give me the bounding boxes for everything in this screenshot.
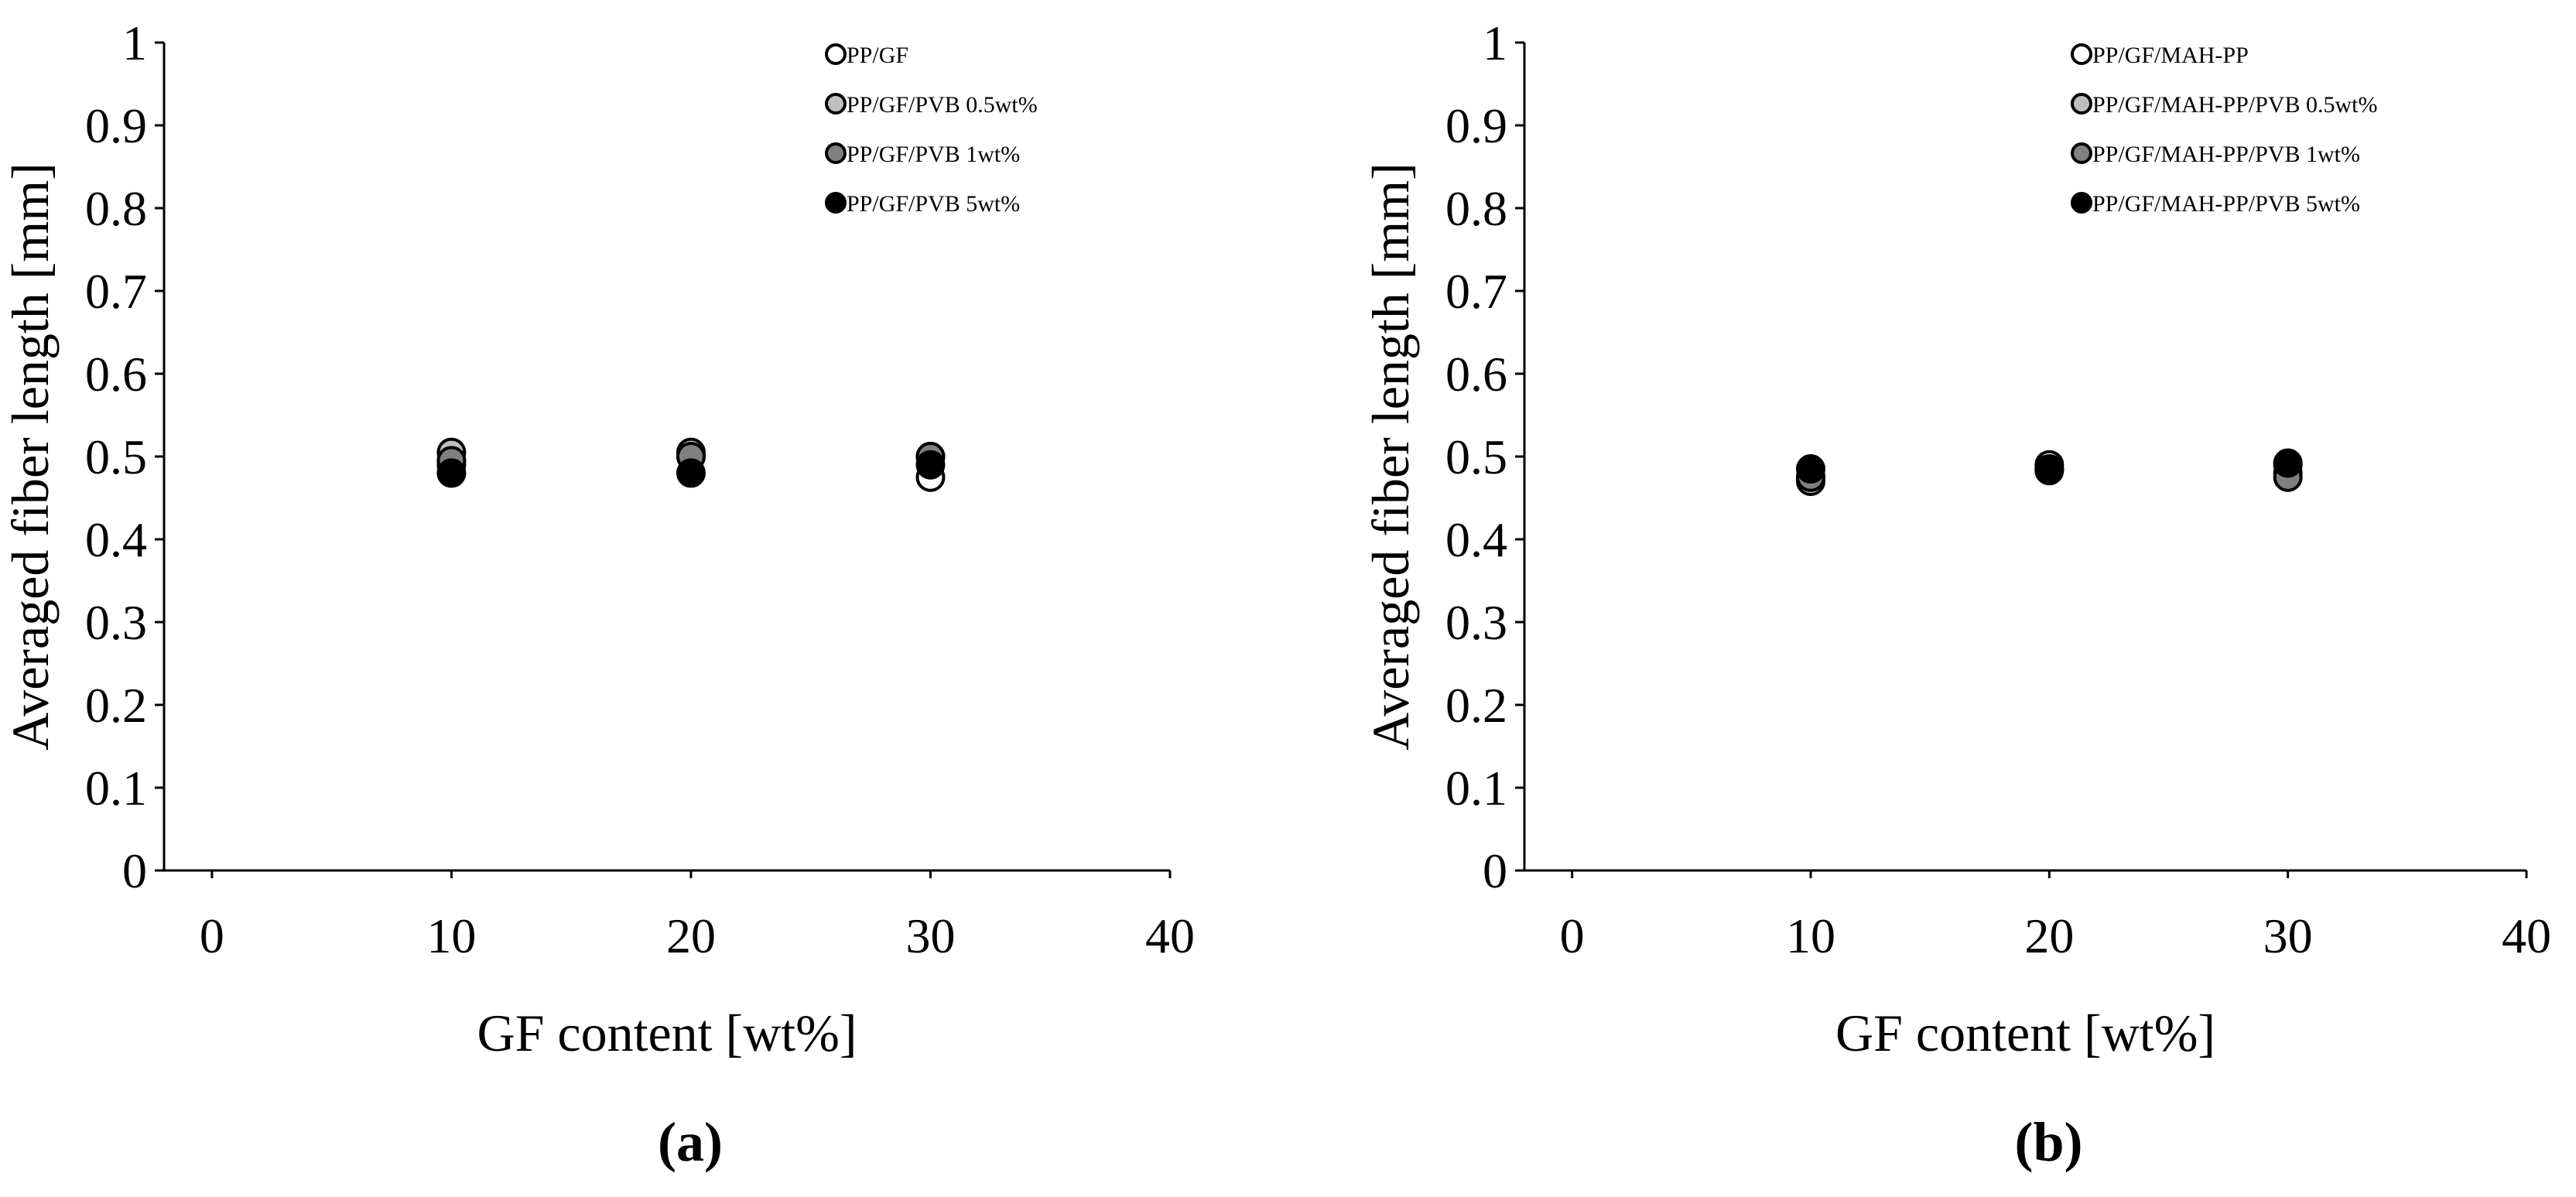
x-tick-label: 30 (905, 908, 955, 963)
panel-label: (a) (658, 1111, 723, 1173)
legend-marker (825, 192, 847, 214)
legend-marker (2071, 43, 2092, 65)
legend-label: PP/GF/MAH-PP/PVB 0.5wt% (2092, 92, 2377, 118)
x-tick-label: 0 (1560, 908, 1585, 963)
legend-marker (2071, 192, 2092, 214)
y-tick-label: 0.1 (85, 761, 147, 816)
legend-marker (825, 93, 847, 115)
legend-label: PP/GF/MAH-PP/PVB 1wt% (2092, 142, 2360, 167)
y-tick-label: 1 (122, 15, 147, 70)
legend-label: PP/GF/MAH-PP/PVB 5wt% (2092, 191, 2360, 217)
legend-label: PP/GF/PVB 0.5wt% (847, 92, 1038, 118)
data-point (2034, 456, 2065, 486)
legend-marker (2071, 142, 2092, 164)
y-tick-label: 0.6 (1445, 347, 1507, 402)
x-tick-label: 10 (426, 908, 476, 963)
y-tick-label: 0.7 (85, 264, 147, 319)
legend-label: PP/GF/MAH-PP (2092, 43, 2249, 68)
y-tick-label: 0 (122, 843, 147, 898)
data-point (915, 450, 946, 480)
x-tick-label: 0 (200, 908, 224, 963)
y-tick-label: 0.9 (1445, 98, 1507, 153)
y-tick-label: 0.5 (85, 429, 147, 484)
y-tick-label: 0.4 (1445, 512, 1507, 567)
chart-panel: 00.10.20.30.40.50.60.70.80.910 10 20 30 40GF… (1361, 15, 2551, 1173)
x-tick-label: 40 (1145, 908, 1195, 963)
y-tick-label: 0.7 (1445, 264, 1507, 319)
legend-label: PP/GF/PVB 5wt% (847, 191, 1020, 217)
y-tick-label: 0.6 (85, 347, 147, 402)
y-tick-label: 1 (1483, 15, 1507, 70)
data-point (676, 458, 706, 488)
x-tick-label: 30 (2263, 908, 2313, 963)
legend-marker (825, 142, 847, 164)
y-tick-label: 0.2 (85, 678, 147, 733)
y-tick-label: 0.8 (85, 181, 147, 236)
x-tick-label: 20 (2024, 908, 2074, 963)
panel-label: (b) (2015, 1111, 2083, 1173)
y-tick-label: 0.3 (1445, 595, 1507, 650)
y-tick-label: 0.8 (1445, 181, 1507, 236)
legend-label: PP/GF (847, 43, 908, 68)
data-point (436, 458, 467, 488)
y-tick-label: 0.3 (85, 595, 147, 650)
data-point (2273, 448, 2303, 478)
y-tick-label: 0.5 (1445, 429, 1507, 484)
x-tick-label: 20 (666, 908, 716, 963)
y-axis-title: Averaged fiber length [mm] (1361, 162, 1420, 751)
legend-label: PP/GF/PVB 1wt% (847, 142, 1020, 167)
y-tick-label: 0 (1483, 843, 1507, 898)
x-axis-title: GF content [wt%] (1835, 1004, 2215, 1062)
legend-marker (2071, 93, 2092, 115)
chart-panel: 00.10.20.30.40.50.60.70.80.910 10 20 30 40GF… (1, 15, 1195, 1173)
y-axis-title: Averaged fiber length [mm] (1, 162, 60, 751)
y-tick-label: 0.4 (85, 512, 147, 567)
legend-marker (825, 43, 847, 65)
y-tick-label: 0.9 (85, 98, 147, 153)
data-point (1796, 454, 1825, 484)
x-tick-label: 10 (1786, 908, 1835, 963)
y-tick-label: 0.1 (1445, 761, 1507, 816)
y-tick-label: 0.2 (1445, 678, 1507, 733)
x-tick-label: 40 (2502, 908, 2551, 963)
x-axis-title: GF content [wt%] (477, 1004, 857, 1062)
